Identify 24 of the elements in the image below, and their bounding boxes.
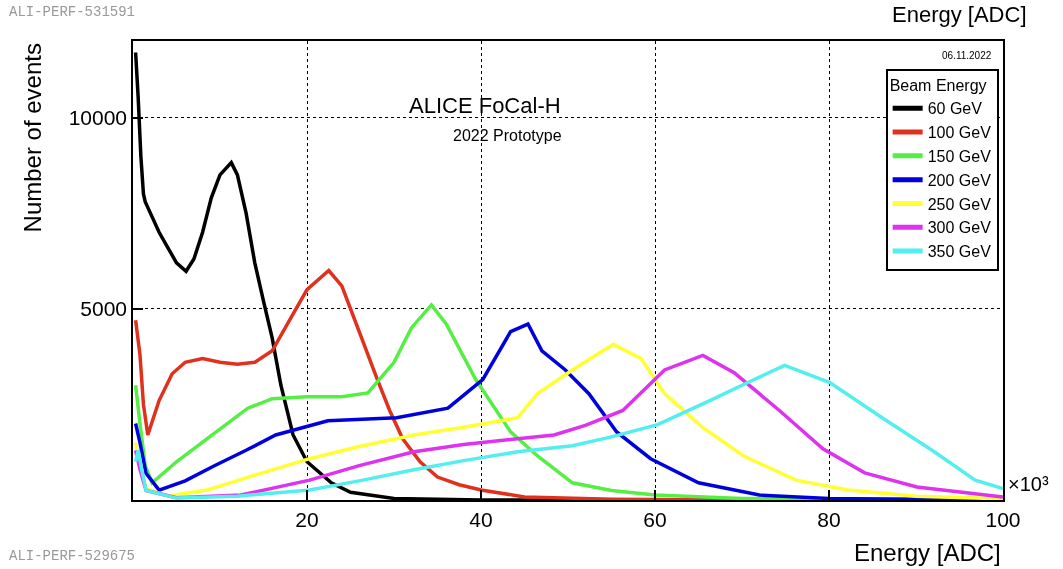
x-axis-title: Energy [ADC] [854,539,1001,566]
text: ×10³ [1008,473,1049,495]
x-tick-label: 40 [469,507,493,531]
legend-label: 100 GeV [927,124,992,142]
y-axis-title: Number of events [19,43,47,233]
legend-label: 60 GeV [927,100,983,118]
legend-label: 350 GeV [927,243,992,261]
text: Energy [ADC] [892,2,1027,27]
y-tick-label: 10000 [68,105,128,129]
legend-label: 150 GeV [927,148,992,166]
x-tick-label: 20 [295,507,319,531]
text: 2022 Prototype [453,127,562,144]
text: ALICE FoCal-H [409,93,561,118]
legend-title: Beam Energy [889,77,987,95]
x-tick-label: 100 [985,507,1021,531]
text: ALI-PERF-529675 [9,548,136,564]
legend-label: 300 GeV [927,219,992,237]
text: ALI-PERF-531591 [9,4,136,20]
annotation: 06.11.2022 [942,50,992,61]
legend-label: 250 GeV [927,195,992,213]
legend-label: 200 GeV [927,171,992,189]
x-tick-label: 80 [817,507,841,531]
x-tick-label: 60 [643,507,667,531]
y-tick-label: 5000 [80,297,128,321]
